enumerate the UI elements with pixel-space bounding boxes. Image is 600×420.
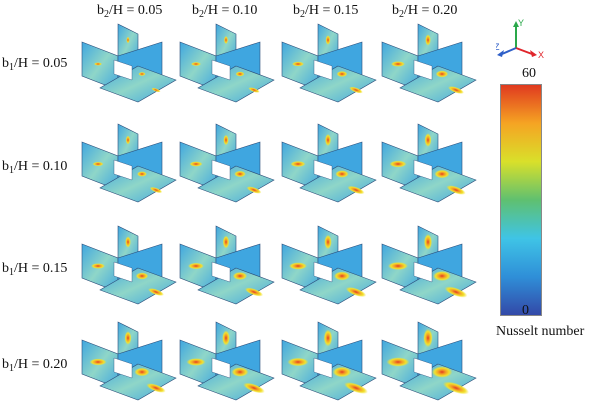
x-axis-arrowhead [530, 50, 537, 57]
contour-panel-r1-c2 [179, 23, 275, 103]
contour-panel-r4-c1 [81, 321, 177, 401]
contour-panel-r2-c4 [381, 123, 477, 203]
col-label-3: b2/H = 0.15 [293, 3, 359, 20]
contour-panel-r3-c4 [381, 225, 477, 305]
y-axis-label: Y [518, 18, 524, 28]
contour-panel-r4-c4 [381, 321, 477, 401]
z-axis-label: Z [496, 42, 500, 52]
contour-panel-r3-c2 [179, 225, 275, 305]
contour-panel-r2-c3 [281, 123, 377, 203]
colorbar [500, 84, 542, 316]
x-axis-label: X [538, 50, 544, 60]
row-label-2: b1/H = 0.10 [2, 159, 68, 176]
y-axis-arrowhead [513, 21, 519, 27]
row-label-4: b1/H = 0.20 [2, 357, 68, 374]
contour-panel-r4-c2 [179, 321, 275, 401]
z-axis-arrowhead [497, 50, 504, 57]
col-label-4: b2/H = 0.20 [392, 3, 458, 20]
contour-panel-r3-c1 [81, 225, 177, 305]
contour-panel-r4-c3 [281, 321, 377, 401]
col-label-2: b2/H = 0.10 [192, 3, 258, 20]
colorbar-title: Nusselt number [496, 324, 585, 339]
colorbar-max-label: 60 [522, 66, 536, 81]
contour-panel-r3-c3 [281, 225, 377, 305]
axes-triad: Y X Z [496, 18, 544, 60]
row-label-3: b1/H = 0.15 [2, 261, 68, 278]
contour-panel-r2-c1 [81, 123, 177, 203]
row-label-1: b1/H = 0.05 [2, 56, 68, 73]
col-label-1: b2/H = 0.05 [97, 3, 163, 20]
colorbar-min-label: 0 [522, 303, 529, 318]
contour-panel-r2-c2 [179, 123, 275, 203]
contour-panel-r1-c1 [81, 23, 177, 103]
z-axis-arrow [501, 47, 517, 55]
x-axis-arrow [515, 47, 533, 55]
contour-panel-r1-c4 [381, 23, 477, 103]
contour-panel-r1-c3 [281, 23, 377, 103]
